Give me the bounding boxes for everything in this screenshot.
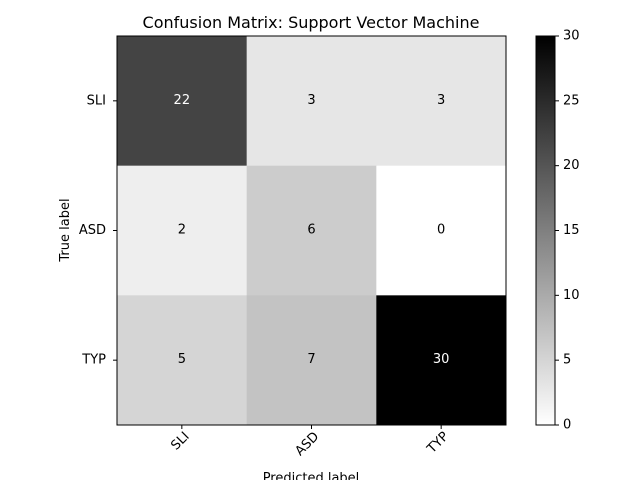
colorbar-tick-label: 25 xyxy=(563,93,580,108)
heatmap-cell-sli-asd xyxy=(246,36,377,167)
colorbar: 0 5 10 15 20 25 30 xyxy=(535,29,580,433)
heatmap-cell-asd-sli xyxy=(117,165,248,296)
cell-value-label: 6 xyxy=(307,223,315,238)
cell-value-label: 2 xyxy=(178,223,186,238)
cell-value-label: 22 xyxy=(174,93,191,108)
x-tick-label: ASD xyxy=(293,429,323,459)
colorbar-tick-label: 20 xyxy=(563,158,580,173)
heatmap-cell-sli-sli xyxy=(117,36,248,167)
y-tick-label: TYP xyxy=(81,353,106,368)
heatmap-cell-labels: 22 3 3 2 6 0 5 7 30 xyxy=(174,93,450,367)
x-axis-ticks: SLI ASD TYP xyxy=(168,425,452,459)
cell-value-label: 5 xyxy=(178,352,186,367)
colorbar-tick-label: 10 xyxy=(563,288,580,303)
cell-value-label: 0 xyxy=(437,223,445,238)
cell-value-label: 7 xyxy=(307,352,315,367)
chart-title: Confusion Matrix: Support Vector Machine xyxy=(143,13,480,32)
y-tick-label: ASD xyxy=(79,223,106,238)
heatmap-cell-typ-asd xyxy=(246,295,377,426)
heatmap-cell-asd-asd xyxy=(246,165,377,296)
cell-value-label: 3 xyxy=(307,93,315,108)
heatmap-cell-typ-typ xyxy=(376,295,507,426)
colorbar-tick-label: 0 xyxy=(563,418,571,433)
colorbar-tick-label: 5 xyxy=(563,353,571,368)
heatmap-cells xyxy=(117,36,507,426)
cell-value-label: 3 xyxy=(437,93,445,108)
x-tick-label: TYP xyxy=(424,429,452,457)
cell-value-label: 30 xyxy=(433,352,450,367)
y-tick-label: SLI xyxy=(87,93,106,108)
x-axis-label: Predicted label xyxy=(263,471,360,480)
colorbar-tick-label: 30 xyxy=(563,29,580,44)
colorbar-tick-label: 15 xyxy=(563,223,580,238)
x-tick-label: SLI xyxy=(168,429,192,453)
heatmap-cell-typ-sli xyxy=(117,295,248,426)
heatmap-cell-sli-typ xyxy=(376,36,507,167)
colorbar-gradient xyxy=(535,35,556,426)
y-axis-ticks: SLI ASD TYP xyxy=(79,93,117,368)
heatmap-cell-asd-typ xyxy=(376,165,507,296)
y-axis-label: True label xyxy=(58,198,73,262)
